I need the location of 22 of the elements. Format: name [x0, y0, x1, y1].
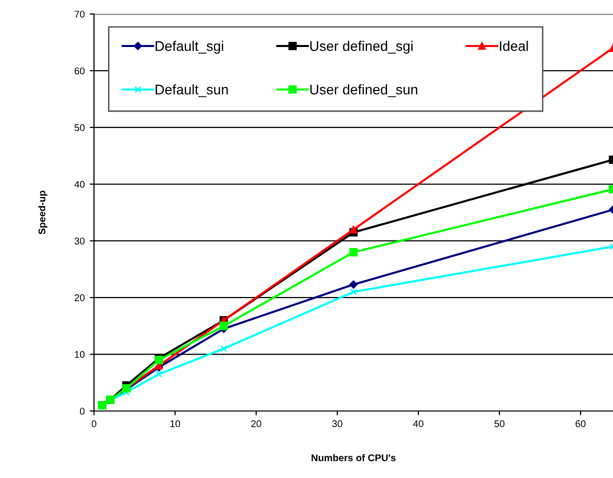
y-tick-label: 70 [74, 10, 85, 18]
legend-label: User defined_sun [310, 84, 418, 98]
legend-label: Default_sgi [156, 40, 224, 54]
y-tick-label: 50 [74, 124, 85, 132]
x-tick-label: 50 [494, 420, 504, 428]
y-tick-label: 0 [80, 408, 85, 415]
x-tick-label: 40 [413, 420, 424, 428]
legend-label: User defined_sgi [310, 40, 413, 54]
y-tick-label: 20 [74, 294, 85, 302]
x-tick-label: 0 [92, 420, 96, 428]
legend-label: Default_sun [156, 84, 228, 98]
y-tick-label: 60 [74, 67, 85, 74]
x-tick-label: 30 [332, 420, 342, 428]
legend-label: Ideal [500, 40, 528, 51]
x-axis-title: Numbers of CPU's [312, 454, 396, 462]
y-tick-label: 40 [74, 180, 85, 188]
y-tick-label: 10 [74, 351, 85, 358]
x-tick-label: 20 [251, 420, 262, 428]
x-tick-label: 60 [576, 420, 586, 428]
x-tick-label: 10 [170, 420, 180, 428]
y-tick-label: 30 [74, 238, 85, 244]
y-axis-title: Speed-up [38, 190, 48, 234]
